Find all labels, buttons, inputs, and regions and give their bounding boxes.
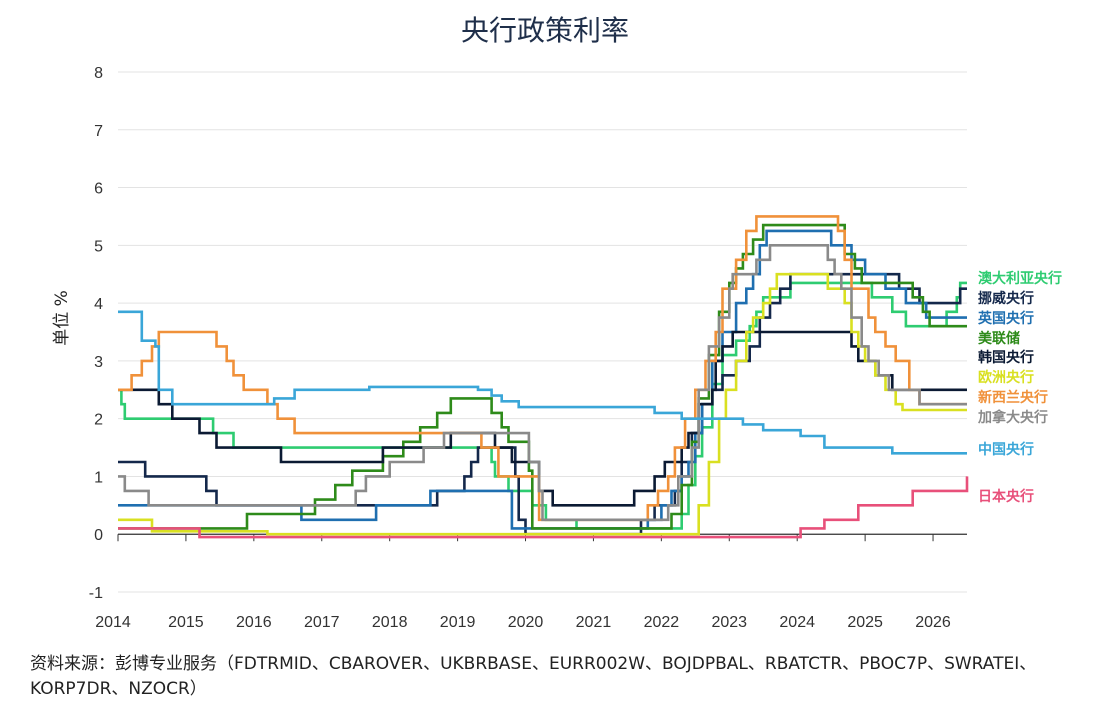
legend-label-4: 韩国央行 bbox=[978, 349, 1034, 366]
x-tick-label: 2015 bbox=[168, 614, 204, 631]
x-tick-label: 2022 bbox=[644, 614, 680, 631]
legend-label-1: 挪威央行 bbox=[978, 290, 1034, 307]
legend-label-6: 新西兰央行 bbox=[978, 389, 1048, 406]
legend-label-9: 日本央行 bbox=[978, 488, 1034, 505]
y-tick-label: 7 bbox=[94, 123, 103, 140]
series-line-5 bbox=[118, 272, 967, 536]
series-lines bbox=[118, 215, 969, 539]
y-tick-label: -1 bbox=[89, 585, 103, 602]
legend-label-8: 中国央行 bbox=[978, 441, 1034, 458]
x-tick-label: 2020 bbox=[508, 614, 544, 631]
series-line-4 bbox=[118, 330, 967, 507]
x-tick-label: 2014 bbox=[95, 614, 131, 631]
x-tick-label: 2024 bbox=[779, 614, 815, 631]
y-tick-label: 4 bbox=[94, 296, 103, 313]
series-line-3 bbox=[118, 223, 967, 530]
series-line-1 bbox=[118, 272, 967, 536]
series-line-6 bbox=[118, 215, 967, 522]
x-tick-label: 2026 bbox=[915, 614, 951, 631]
y-tick-label: 5 bbox=[94, 238, 103, 255]
y-tick-label: 0 bbox=[94, 527, 103, 544]
legend-label-5: 欧洲央行 bbox=[978, 369, 1034, 386]
y-tick-label: 2 bbox=[94, 412, 103, 429]
series-line-8 bbox=[118, 310, 967, 455]
y-tick-labels: -1 0 1 2 3 4 5 6 7 8 bbox=[89, 65, 103, 602]
x-tick-label: 2019 bbox=[440, 614, 476, 631]
series-line-2 bbox=[118, 229, 967, 530]
y-tick-label: 6 bbox=[94, 181, 103, 198]
legend-label-7: 加拿大央行 bbox=[977, 409, 1048, 426]
series-line-7 bbox=[118, 244, 967, 522]
x-tick-label: 2021 bbox=[576, 614, 612, 631]
x-tick-label: 2017 bbox=[304, 614, 340, 631]
chart-title: 央行政策利率 bbox=[461, 14, 629, 47]
legend-label-2: 英国央行 bbox=[977, 310, 1034, 327]
x-tick-label: 2025 bbox=[847, 614, 883, 631]
series-line-9 bbox=[118, 476, 969, 539]
source-note: 资料来源：彭博专业服务（FDTRMID、CBAROVER、UKBRBASE、EU… bbox=[30, 654, 1037, 699]
x-tick-label: 2016 bbox=[236, 614, 272, 631]
y-axis-label: 单位 % bbox=[52, 290, 72, 346]
legend-label-0: 澳大利亚央行 bbox=[978, 270, 1062, 287]
legend: 澳大利亚央行挪威央行英国央行美联储韩国央行欧洲央行新西兰央行加拿大央行中国央行日… bbox=[977, 270, 1062, 505]
y-tick-label: 3 bbox=[94, 354, 103, 371]
y-tick-label: 1 bbox=[94, 469, 103, 486]
y-tick-label: 8 bbox=[94, 65, 103, 82]
x-tick-label: 2023 bbox=[711, 614, 747, 631]
x-tick-label: 2018 bbox=[372, 614, 408, 631]
legend-label-3: 美联储 bbox=[978, 330, 1020, 347]
x-axis: 2014 2015 2016 2017 2018 2019 2020 2021 2022 2023… bbox=[95, 533, 967, 631]
